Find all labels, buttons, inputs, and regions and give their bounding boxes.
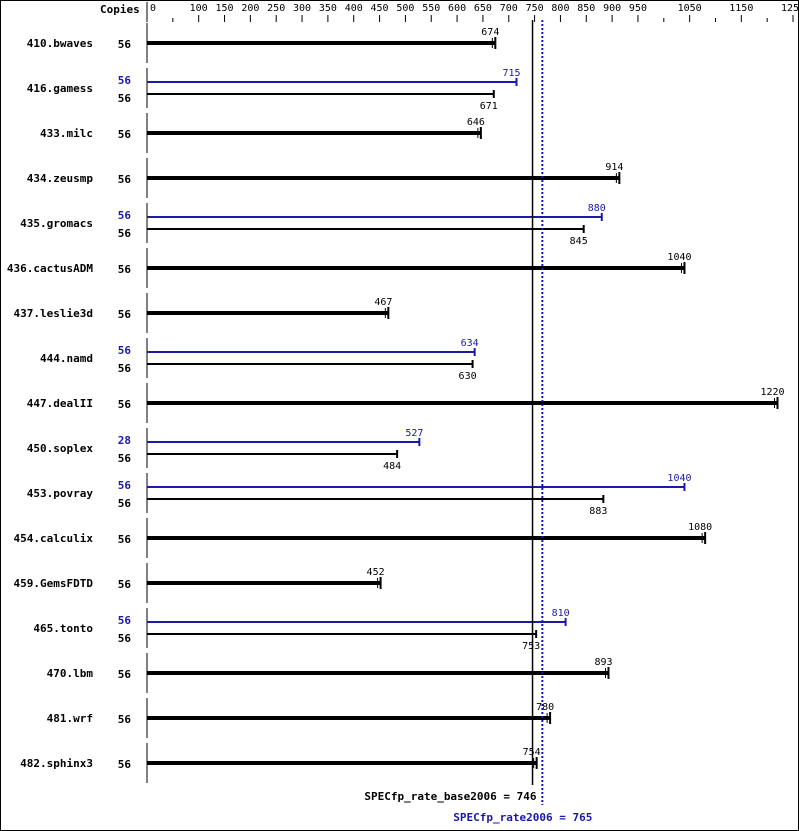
peak-copies: 28: [118, 434, 131, 447]
tick-label: 950: [629, 3, 647, 14]
tick-label: 850: [577, 3, 595, 14]
tick-label: 300: [293, 3, 311, 14]
benchmark-label: 444.namd: [40, 352, 93, 365]
base-value-label: 484: [383, 461, 401, 472]
benchmark-label: 453.povray: [27, 487, 94, 500]
peak-summary-label: SPECfp_rate2006 = 765: [453, 811, 592, 824]
peak-copies: 56: [118, 209, 132, 222]
base-value-label: 883: [589, 506, 607, 517]
tick-label: 200: [241, 3, 259, 14]
base-value-label: 893: [594, 657, 612, 668]
benchmark-label: 433.milc: [40, 127, 93, 140]
peak-value-label: 634: [461, 338, 479, 349]
base-summary-label: SPECfp_rate_base2006 = 746: [364, 790, 537, 803]
base-value-label: 780: [536, 702, 554, 713]
benchmark-label: 410.bwaves: [27, 37, 93, 50]
base-copies: 56: [118, 308, 132, 321]
benchmark-label: 435.gromacs: [20, 217, 93, 230]
base-copies: 56: [118, 92, 132, 105]
tick-label: 100: [190, 3, 208, 14]
peak-copies: 56: [118, 74, 132, 87]
base-copies: 56: [118, 362, 132, 375]
benchmark-label: 416.gamess: [27, 82, 93, 95]
benchmark-label: 434.zeusmp: [27, 172, 94, 185]
tick-label: 650: [474, 3, 492, 14]
base-copies: 56: [118, 497, 132, 510]
tick-label: 900: [603, 3, 621, 14]
base-copies: 56: [118, 128, 132, 141]
base-copies: 56: [118, 578, 132, 591]
benchmark-label: 481.wrf: [47, 712, 93, 725]
benchmark-label: 470.lbm: [47, 667, 94, 680]
tick-label: 550: [422, 3, 440, 14]
base-copies: 56: [118, 398, 132, 411]
base-copies: 56: [118, 533, 132, 546]
base-value-label: 674: [481, 27, 499, 38]
base-copies: 56: [118, 668, 132, 681]
base-value-label: 630: [459, 371, 477, 382]
base-value-label: 1040: [667, 252, 691, 263]
tick-label: 500: [396, 3, 414, 14]
base-value-label: 646: [467, 117, 485, 128]
base-copies: 56: [118, 227, 132, 240]
base-value-label: 754: [523, 747, 541, 758]
peak-copies: 56: [118, 614, 132, 627]
base-value-label: 467: [374, 297, 392, 308]
copies-header: Copies: [100, 3, 140, 16]
base-value-label: 753: [522, 641, 540, 652]
tick-label: 1250: [781, 3, 799, 14]
base-copies: 56: [118, 632, 132, 645]
base-copies: 56: [118, 713, 132, 726]
base-copies: 56: [118, 38, 132, 51]
benchmark-label: 436.cactusADM: [7, 262, 93, 275]
tick-label: 800: [551, 3, 569, 14]
peak-value-label: 880: [588, 203, 606, 214]
base-value-label: 914: [605, 162, 623, 173]
benchmark-label: 447.dealII: [27, 397, 93, 410]
base-value-label: 671: [480, 101, 498, 112]
tick-label: 0: [150, 3, 156, 14]
benchmark-label: 454.calculix: [14, 532, 94, 545]
tick-label: 600: [448, 3, 466, 14]
peak-copies: 56: [118, 479, 132, 492]
tick-label: 700: [500, 3, 518, 14]
tick-label: 450: [371, 3, 389, 14]
base-value-label: 1080: [688, 522, 712, 533]
tick-label: 1050: [678, 3, 702, 14]
tick-label: 1150: [729, 3, 753, 14]
base-value-label: 452: [367, 567, 385, 578]
base-copies: 56: [118, 452, 132, 465]
base-copies: 56: [118, 758, 132, 771]
benchmark-label: 450.soplex: [27, 442, 94, 455]
tick-label: 750: [526, 3, 544, 14]
benchmark-label: 465.tonto: [33, 622, 93, 635]
peak-copies: 56: [118, 344, 132, 357]
peak-value-label: 1040: [667, 473, 691, 484]
tick-label: 250: [267, 3, 285, 14]
benchmark-label: 459.GemsFDTD: [14, 577, 94, 590]
peak-value-label: 715: [502, 68, 520, 79]
tick-label: 350: [319, 3, 337, 14]
peak-value-label: 810: [552, 608, 570, 619]
base-copies: 56: [118, 173, 132, 186]
base-value-label: 845: [570, 236, 588, 247]
tick-label: 400: [345, 3, 363, 14]
peak-value-label: 527: [405, 428, 423, 439]
benchmark-label: 482.sphinx3: [20, 757, 93, 770]
base-value-label: 1220: [760, 387, 784, 398]
tick-label: 150: [215, 3, 233, 14]
benchmark-label: 437.leslie3d: [14, 307, 93, 320]
base-copies: 56: [118, 263, 132, 276]
